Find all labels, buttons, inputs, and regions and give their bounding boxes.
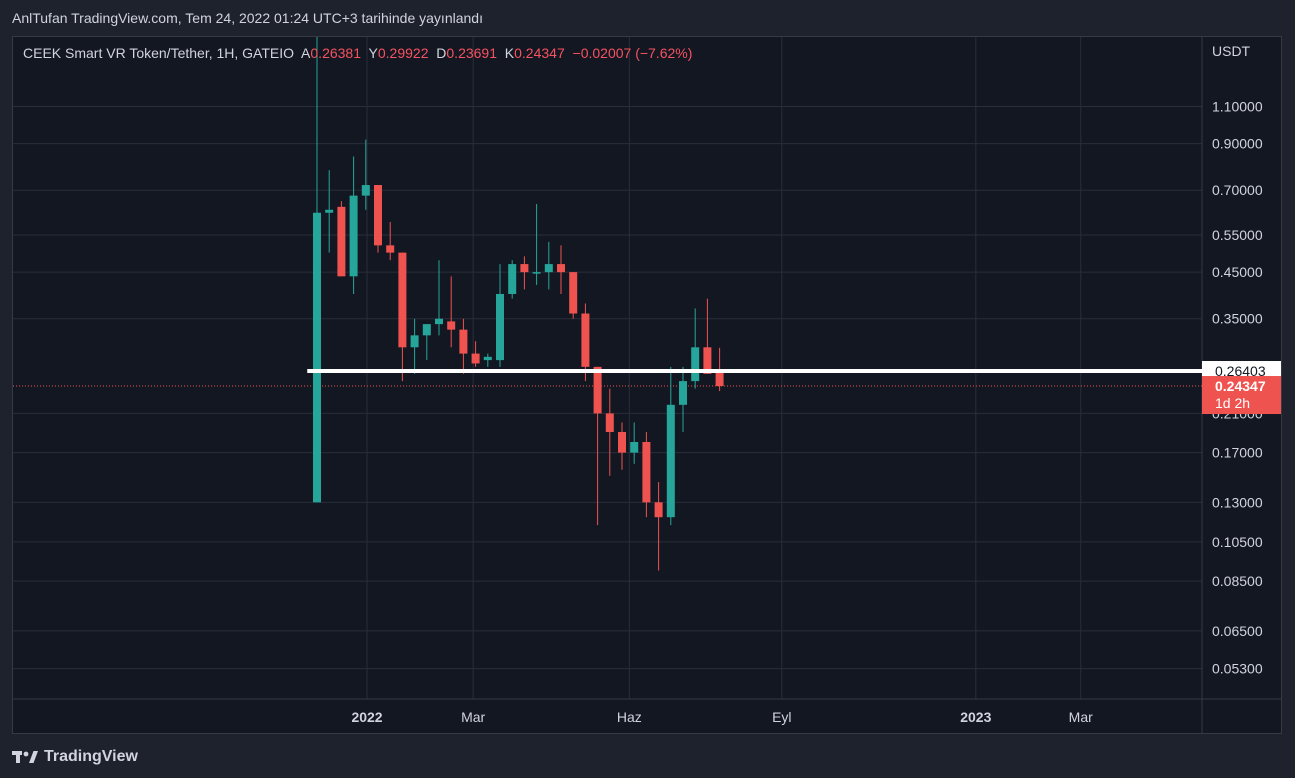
candle-body — [386, 245, 395, 253]
candle-body — [544, 264, 553, 273]
candle-body — [361, 185, 370, 196]
candle-body — [569, 272, 578, 314]
y-tick-label: 0.06500 — [1212, 623, 1263, 639]
symbol-title: CEEK Smart VR Token/Tether, 1H, GATEIO — [23, 45, 295, 61]
candle-body — [593, 366, 602, 414]
x-tick-label: 2023 — [960, 709, 991, 725]
candle-body — [422, 324, 431, 336]
x-tick-label: Eyl — [772, 709, 791, 725]
close-label: K — [504, 45, 515, 61]
candle-body — [398, 252, 407, 348]
x-tick-label: Haz — [617, 709, 642, 725]
candle-body — [471, 353, 480, 364]
candle-body — [630, 442, 639, 453]
x-tick-label: Mar — [1069, 709, 1093, 725]
open-value: 0.26381 — [310, 45, 361, 61]
candle-body — [483, 356, 492, 361]
high-value: 0.29922 — [377, 45, 429, 61]
candle-body — [642, 442, 651, 503]
candle-body — [508, 264, 517, 294]
candle-body — [605, 413, 614, 432]
y-tick-label: 0.13000 — [1212, 494, 1263, 510]
brand-name: TradingView — [44, 748, 138, 765]
candle-body — [581, 313, 590, 367]
candle-body — [654, 502, 663, 518]
chart-frame[interactable]: 1.10000 0.90000 0.70000 0.55000 0.45000 0.350… — [12, 36, 1282, 734]
y-tick-label: 0.45000 — [1212, 264, 1263, 280]
low-label: D — [436, 45, 447, 61]
low-value: 0.23691 — [446, 45, 497, 61]
x-tick-label: Mar — [461, 709, 485, 725]
high-label: Y — [368, 45, 378, 61]
y-tick-label: 0.08500 — [1212, 573, 1263, 589]
countdown-label: 1d 2h — [1215, 395, 1250, 411]
x-tick-label: 2022 — [351, 709, 382, 725]
y-tick-label: 0.17000 — [1212, 445, 1263, 461]
support-price-box — [1202, 360, 1281, 381]
tradingview-logo-icon — [12, 749, 38, 765]
candle-body — [337, 206, 346, 277]
last-price-box — [1202, 376, 1281, 415]
y-tick-label: 0.35000 — [1212, 311, 1263, 327]
y-tick-label: 1.10000 — [1212, 98, 1263, 114]
candle-body — [715, 371, 724, 387]
y-tick-label: 0.70000 — [1212, 182, 1263, 198]
y-tick-label: 0.55000 — [1212, 227, 1263, 243]
candle-body — [691, 347, 700, 382]
tradingview-footer: TradingView — [12, 746, 138, 768]
publish-info: AnlTufan TradingView.com, Tem 24, 2022 0… — [12, 10, 483, 26]
candle-body — [532, 272, 541, 274]
candle-body — [325, 209, 334, 213]
open-label: A — [301, 45, 311, 61]
support-price-label: 0.26403 — [1215, 363, 1266, 379]
candle-body — [703, 347, 712, 374]
candle-body — [557, 264, 565, 273]
candle-body — [313, 212, 321, 503]
candle-body — [679, 381, 687, 405]
last-price-label: 0.24347 — [1215, 378, 1266, 394]
candle-body — [435, 318, 443, 325]
candle-body — [618, 431, 626, 453]
y-tick-label: 0.05300 — [1212, 661, 1263, 677]
candle-body — [374, 185, 382, 246]
candle-body — [666, 404, 675, 518]
currency-label: USDT — [1212, 43, 1251, 59]
candle-body — [410, 335, 419, 348]
candlestick-chart[interactable]: 1.10000 0.90000 0.70000 0.55000 0.45000 0.350… — [13, 37, 1282, 734]
close-value: 0.24347 — [514, 45, 565, 61]
y-tick-label: 0.10500 — [1212, 534, 1263, 550]
candle-body — [447, 321, 456, 330]
candle-body — [349, 195, 358, 277]
candle-body — [459, 329, 468, 354]
symbol-legend: CEEK Smart VR Token/Tether, 1H, GATEIO A… — [23, 45, 692, 61]
y-tick-label: 0.90000 — [1212, 136, 1263, 152]
candle-body — [496, 293, 504, 361]
candle-body — [520, 264, 529, 273]
change-value: −0.02007 (−7.62%) — [572, 45, 693, 61]
